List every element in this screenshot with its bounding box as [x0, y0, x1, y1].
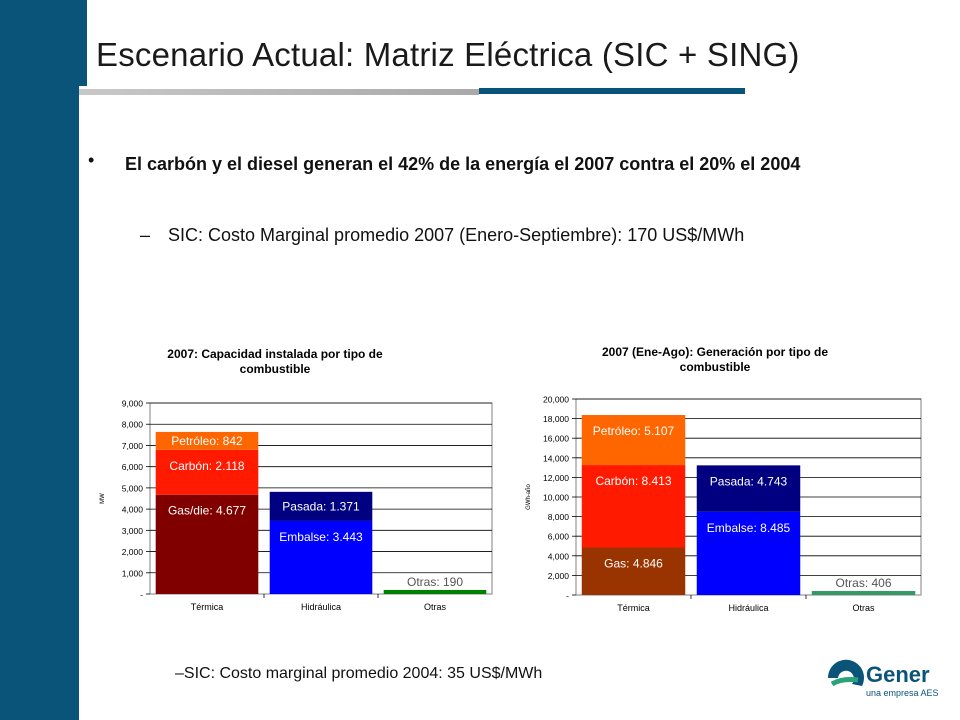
- bar-data-label: Pasada: 4.743: [710, 474, 788, 488]
- y-tick-label: 8,000: [122, 420, 144, 430]
- svg-text:una empresa AES: una empresa AES: [866, 688, 939, 698]
- y-tick-label: 16,000: [543, 434, 569, 444]
- y-tick-label: -: [140, 590, 143, 600]
- y-tick-label: 6,000: [548, 532, 570, 542]
- chart-generation: 2007 (Ene-Ago): Generación por tipo de co…: [508, 338, 938, 628]
- y-tick-label: 3,000: [122, 526, 144, 536]
- y-tick-label: 4,000: [548, 551, 570, 561]
- x-tick-label: Hidráulica: [728, 603, 768, 613]
- bar-segment: [581, 465, 686, 548]
- bar-data-label: Petróleo: 5.107: [593, 424, 675, 438]
- bar-segment: [696, 465, 801, 512]
- bar-segment: [155, 449, 259, 495]
- sub-bullet: SIC: Costo Marginal promedio 2007 (Enero…: [168, 225, 745, 245]
- bar-data-label: Carbón: 8.413: [595, 474, 671, 488]
- y-tick-label: 10,000: [543, 493, 569, 503]
- bar-data-label: Embalse: 8.485: [707, 521, 791, 535]
- main-bullet: El carbón y el diesel generan el 42% de …: [125, 154, 801, 174]
- y-tick-label: 8,000: [548, 512, 570, 522]
- bar-segment: [811, 591, 916, 595]
- y-tick-label: 7,000: [122, 441, 144, 451]
- y-tick-label: -: [566, 591, 569, 601]
- bar-segment: [581, 547, 686, 595]
- bar-segment: [383, 589, 487, 594]
- bar-data-label: Gas: 4.846: [604, 557, 663, 571]
- chart-title-line: combustible: [240, 362, 311, 376]
- y-tick-label: 14,000: [543, 453, 569, 463]
- top-accent-stripe: [79, 0, 87, 86]
- bar-segment: [155, 431, 259, 450]
- bar-data-label: Embalse: 3.443: [279, 530, 363, 544]
- x-tick-label: Térmica: [191, 602, 224, 612]
- y-tick-label: 5,000: [122, 483, 144, 493]
- slide-title: Escenario Actual: Matriz Eléctrica (SIC …: [96, 36, 800, 73]
- gener-logo: Gener una empresa AES: [822, 648, 942, 710]
- bar-segment: [581, 415, 686, 466]
- chart-title-line: 2007: Capacidad instalada por tipo de: [167, 347, 383, 361]
- chart-title-line: combustible: [680, 360, 751, 374]
- chart-title-line: 2007 (Ene-Ago): Generación por tipo de: [602, 345, 828, 359]
- bullet-marker: •: [88, 150, 95, 170]
- chart-capacity: 2007: Capacidad instalada por tipo de com…: [92, 338, 507, 628]
- y-tick-label: 6,000: [122, 462, 144, 472]
- x-tick-label: Térmica: [617, 603, 650, 613]
- bar-data-label: Petróleo: 842: [171, 434, 243, 448]
- bar-data-label: Gas/die: 4.677: [168, 504, 246, 518]
- chart-capacity-svg: 2007: Capacidad instalada por tipo decom…: [100, 347, 493, 612]
- bar-data-label: Otras: 190: [407, 575, 463, 589]
- sub-bullet-dash: –: [140, 225, 151, 245]
- y-tick-label: 12,000: [543, 473, 569, 483]
- title-underline-blue: [479, 88, 745, 94]
- y-tick-label: 4,000: [122, 505, 144, 515]
- y-tick-label: 2,000: [122, 547, 144, 557]
- svg-text:Gener: Gener: [866, 662, 930, 687]
- title-underline-gray: [79, 89, 479, 95]
- bar-data-label: Otras: 406: [835, 576, 891, 590]
- y-tick-label: 1,000: [122, 568, 144, 578]
- bar-segment: [269, 520, 373, 594]
- bar-segment: [696, 511, 801, 595]
- chart-generation-svg: 2007 (Ene-Ago): Generación por tipo deco…: [526, 345, 922, 613]
- y-tick-label: 2,000: [548, 571, 570, 581]
- y-tick-label: 9,000: [122, 399, 144, 409]
- y-axis-label: GWh-año: [526, 484, 532, 510]
- x-tick-label: Otras: [852, 603, 875, 613]
- y-tick-label: 20,000: [543, 395, 569, 405]
- footer-note: –SIC: Costo marginal promedio 2004: 35 U…: [175, 665, 543, 682]
- x-tick-label: Otras: [424, 602, 447, 612]
- left-accent-bar: [0, 0, 79, 720]
- bar-data-label: Carbón: 2.118: [169, 459, 244, 473]
- bar-data-label: Pasada: 1.371: [282, 499, 360, 513]
- bar-segment: [269, 491, 373, 521]
- bar-segment: [155, 494, 259, 594]
- y-axis-label: MW: [100, 493, 106, 504]
- y-tick-label: 18,000: [543, 414, 569, 424]
- x-tick-label: Hidráulica: [301, 602, 341, 612]
